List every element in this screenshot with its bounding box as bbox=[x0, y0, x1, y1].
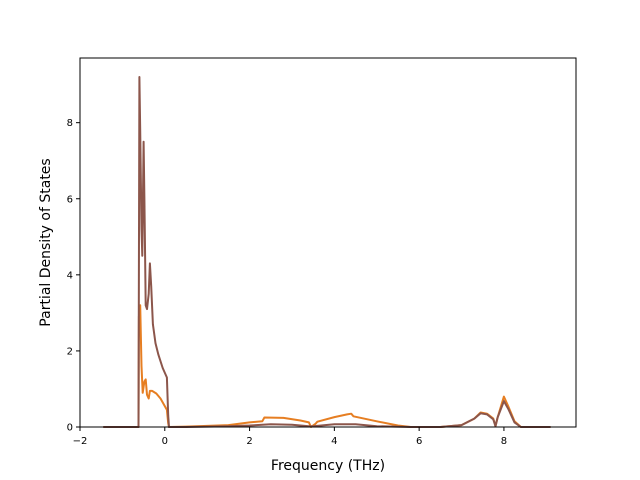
x-axis-ticks: −2 0 2 4 6 8 bbox=[73, 427, 507, 447]
x-tick-label: 6 bbox=[416, 436, 422, 447]
x-axis-label: Frequency (THz) bbox=[271, 458, 385, 474]
x-tick-label: 8 bbox=[501, 436, 507, 447]
plot-area bbox=[103, 76, 551, 428]
series-line-2 bbox=[103, 76, 551, 428]
y-tick-label: 4 bbox=[67, 270, 73, 281]
y-axis-label: Partial Density of States bbox=[38, 158, 54, 326]
y-tick-label: 8 bbox=[67, 118, 73, 129]
y-tick-label: 2 bbox=[67, 346, 73, 357]
y-tick-label: 0 bbox=[67, 423, 73, 434]
x-tick-label: 0 bbox=[162, 436, 168, 447]
axes-frame bbox=[79, 57, 577, 428]
x-tick-label: 2 bbox=[246, 436, 252, 447]
x-tick-label: −2 bbox=[73, 436, 88, 447]
y-tick-label: 6 bbox=[67, 194, 73, 205]
y-axis-ticks: 0 2 4 6 8 bbox=[67, 118, 80, 434]
x-tick-label: 4 bbox=[331, 436, 337, 447]
